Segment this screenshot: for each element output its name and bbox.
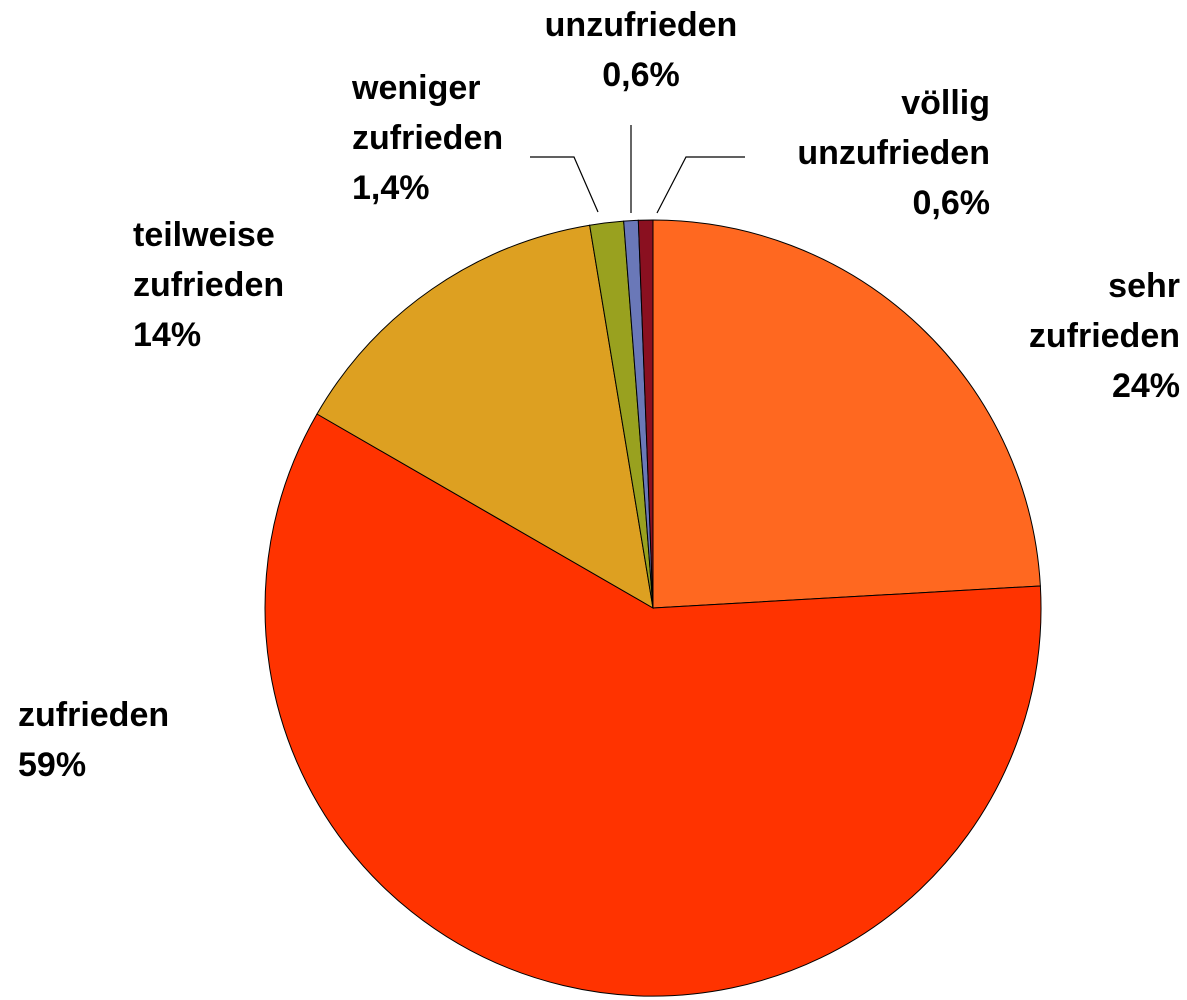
pie-slice <box>652 219 1041 609</box>
category-label: weniger zufrieden <box>352 69 504 157</box>
value-label: 14% <box>133 316 202 354</box>
slices <box>264 219 1042 997</box>
slice-label: sehr zufrieden 24% <box>1029 261 1180 411</box>
value-label: 24% <box>1111 367 1180 405</box>
category-label: völlig unzufrieden <box>797 84 990 172</box>
leader-line <box>530 156 599 213</box>
slice-label: teilweise zufrieden 14% <box>133 210 284 360</box>
category-label: sehr zufrieden <box>1028 267 1180 355</box>
value-label: 1,4% <box>352 169 430 207</box>
category-label: zufrieden <box>18 696 170 734</box>
pie-slice <box>264 413 1042 997</box>
slice-label: zufrieden 59% <box>18 690 169 790</box>
leader-line <box>656 156 745 214</box>
pie-slice <box>316 224 654 609</box>
pie-slice <box>637 219 654 609</box>
category-label: unzufrieden <box>544 6 738 44</box>
value-label: 0,6% <box>602 56 680 94</box>
slice-label: unzufrieden 0,6% <box>525 0 757 100</box>
slice-label: völlig unzufrieden 0,6% <box>797 78 990 228</box>
value-label: 59% <box>18 746 87 784</box>
category-label: teilweise zufrieden <box>133 216 285 304</box>
value-label: 0,6% <box>912 184 991 222</box>
slice-label: weniger zufrieden 1,4% <box>352 63 503 213</box>
